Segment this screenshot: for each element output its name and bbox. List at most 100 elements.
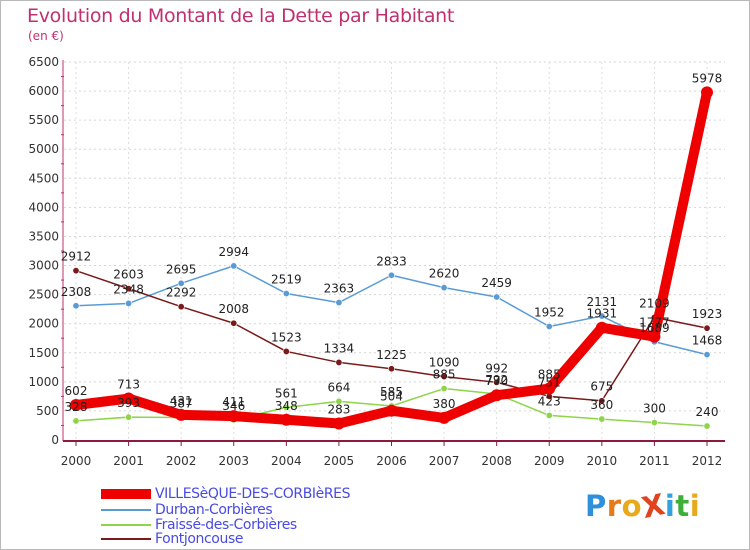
data-label-fraisse: 664	[327, 380, 350, 394]
y-tick-label: 0	[51, 433, 59, 447]
data-point-villeseque	[595, 321, 608, 334]
data-label-fontjoncouse: 1923	[692, 307, 723, 321]
y-tick-label: 2000	[28, 317, 59, 331]
data-label-durban: 1952	[534, 305, 565, 319]
data-label-fontjoncouse: 751	[538, 375, 561, 389]
data-label-durban: 2994	[218, 245, 249, 259]
x-tick-label: 2012	[692, 454, 723, 468]
data-label-fraisse: 240	[696, 405, 719, 419]
data-label-villeseque: 770	[485, 374, 508, 388]
y-tick-label: 1000	[28, 375, 59, 389]
data-label-fontjoncouse: 1334	[324, 341, 355, 355]
legend-item-fontjoncouse: Fontjoncouse	[101, 531, 243, 547]
data-label-villeseque: 5978	[692, 71, 723, 85]
x-tick-label: 2009	[534, 454, 565, 468]
y-tick-label: 5000	[28, 142, 59, 156]
data-point-fraisse	[282, 403, 290, 411]
data-point-fontjoncouse	[72, 267, 80, 275]
data-label-fontjoncouse: 675	[590, 380, 613, 394]
data-point-fraisse	[440, 385, 448, 393]
data-label-durban: 2833	[376, 254, 407, 268]
data-point-durban	[125, 299, 133, 307]
x-tick-label: 2000	[61, 454, 92, 468]
data-label-fraisse: 585	[380, 385, 403, 399]
data-point-villeseque	[490, 389, 503, 402]
data-point-fraisse	[650, 419, 658, 427]
data-point-villeseque	[332, 417, 345, 430]
data-point-fraisse	[598, 415, 606, 423]
data-label-fontjoncouse: 2008	[218, 302, 249, 316]
data-label-villeseque: 431	[170, 394, 193, 408]
data-point-fontjoncouse	[335, 358, 343, 366]
data-label-villeseque: 283	[327, 403, 350, 417]
x-tick-label: 2006	[376, 454, 407, 468]
data-label-villeseque: 348	[275, 399, 298, 413]
x-tick-label: 2010	[587, 454, 618, 468]
data-point-fontjoncouse	[598, 397, 606, 405]
data-point-fontjoncouse	[493, 378, 501, 386]
data-point-durban	[177, 279, 185, 287]
legend-swatch-fraisse	[101, 524, 151, 526]
y-tick-label: 2500	[28, 288, 59, 302]
data-label-villeseque: 713	[117, 378, 140, 392]
y-tick-label: 1500	[28, 346, 59, 360]
data-label-fontjoncouse: 2603	[113, 268, 144, 282]
x-tick-label: 2007	[429, 454, 460, 468]
data-label-fontjoncouse: 2109	[639, 296, 670, 310]
data-point-villeseque	[227, 410, 240, 423]
data-label-villeseque: 411	[222, 395, 245, 409]
data-label-villeseque: 1931	[587, 307, 618, 321]
data-label-durban: 2131	[587, 295, 618, 309]
data-label-fraisse: 346	[222, 399, 245, 413]
data-label-fraisse: 300	[643, 402, 666, 416]
legend-item-villeseque: VILLESèQUE-DES-CORBIèRES	[101, 486, 351, 502]
data-label-fontjoncouse: 2292	[166, 286, 197, 300]
data-label-durban: 2308	[61, 285, 92, 299]
data-point-fraisse	[335, 397, 343, 405]
data-label-villeseque: 380	[433, 397, 456, 411]
data-label-fontjoncouse: 1523	[271, 330, 302, 344]
legend-swatch-fontjoncouse	[101, 538, 151, 540]
data-point-fontjoncouse	[125, 285, 133, 293]
data-label-fontjoncouse: 1090	[429, 356, 460, 370]
data-label-durban: 2620	[429, 267, 460, 281]
data-label-durban: 1468	[692, 334, 723, 348]
legend-item-fraisse: Fraissé-des-Corbières	[101, 517, 297, 533]
data-point-durban	[493, 293, 501, 301]
chart-unit: (en €)	[28, 29, 64, 43]
data-point-fraisse	[545, 411, 553, 419]
legend-label-fraisse: Fraissé-des-Corbières	[155, 517, 297, 533]
data-label-fraisse: 423	[538, 394, 561, 408]
data-point-villeseque	[701, 86, 713, 99]
data-label-fontjoncouse: 1225	[376, 348, 407, 362]
data-point-villeseque	[280, 413, 293, 426]
data-point-durban	[387, 271, 395, 279]
x-tick-label: 2011	[639, 454, 670, 468]
data-label-villeseque: 885	[538, 368, 561, 382]
data-point-villeseque	[438, 411, 451, 424]
data-label-durban: 2519	[271, 273, 302, 287]
data-label-durban: 2695	[166, 262, 197, 276]
legend-label-villeseque: VILLESèQUE-DES-CORBIèRES	[155, 486, 351, 502]
y-tick-label: 4500	[28, 171, 59, 185]
data-point-durban	[598, 312, 606, 320]
data-point-durban	[282, 290, 290, 298]
data-label-villeseque: 602	[65, 384, 88, 398]
data-point-fontjoncouse	[703, 324, 711, 332]
data-label-fontjoncouse: 2912	[61, 250, 92, 264]
data-label-fontjoncouse: 992	[485, 361, 508, 375]
x-tick-label: 2003	[218, 454, 249, 468]
y-tick-label: 4000	[28, 200, 59, 214]
data-point-fontjoncouse	[440, 373, 448, 381]
data-point-fraisse	[125, 413, 133, 421]
data-point-villeseque	[543, 382, 556, 395]
data-point-durban	[545, 322, 553, 330]
x-tick-label: 2002	[166, 454, 197, 468]
data-point-fraisse	[703, 422, 711, 430]
data-point-fontjoncouse	[230, 319, 238, 327]
y-tick-label: 3000	[28, 259, 59, 273]
legend-swatch-villeseque	[101, 489, 151, 499]
data-label-durban: 1689	[639, 321, 670, 335]
data-point-villeseque	[175, 408, 188, 421]
data-label-fraisse: 393	[117, 396, 140, 410]
